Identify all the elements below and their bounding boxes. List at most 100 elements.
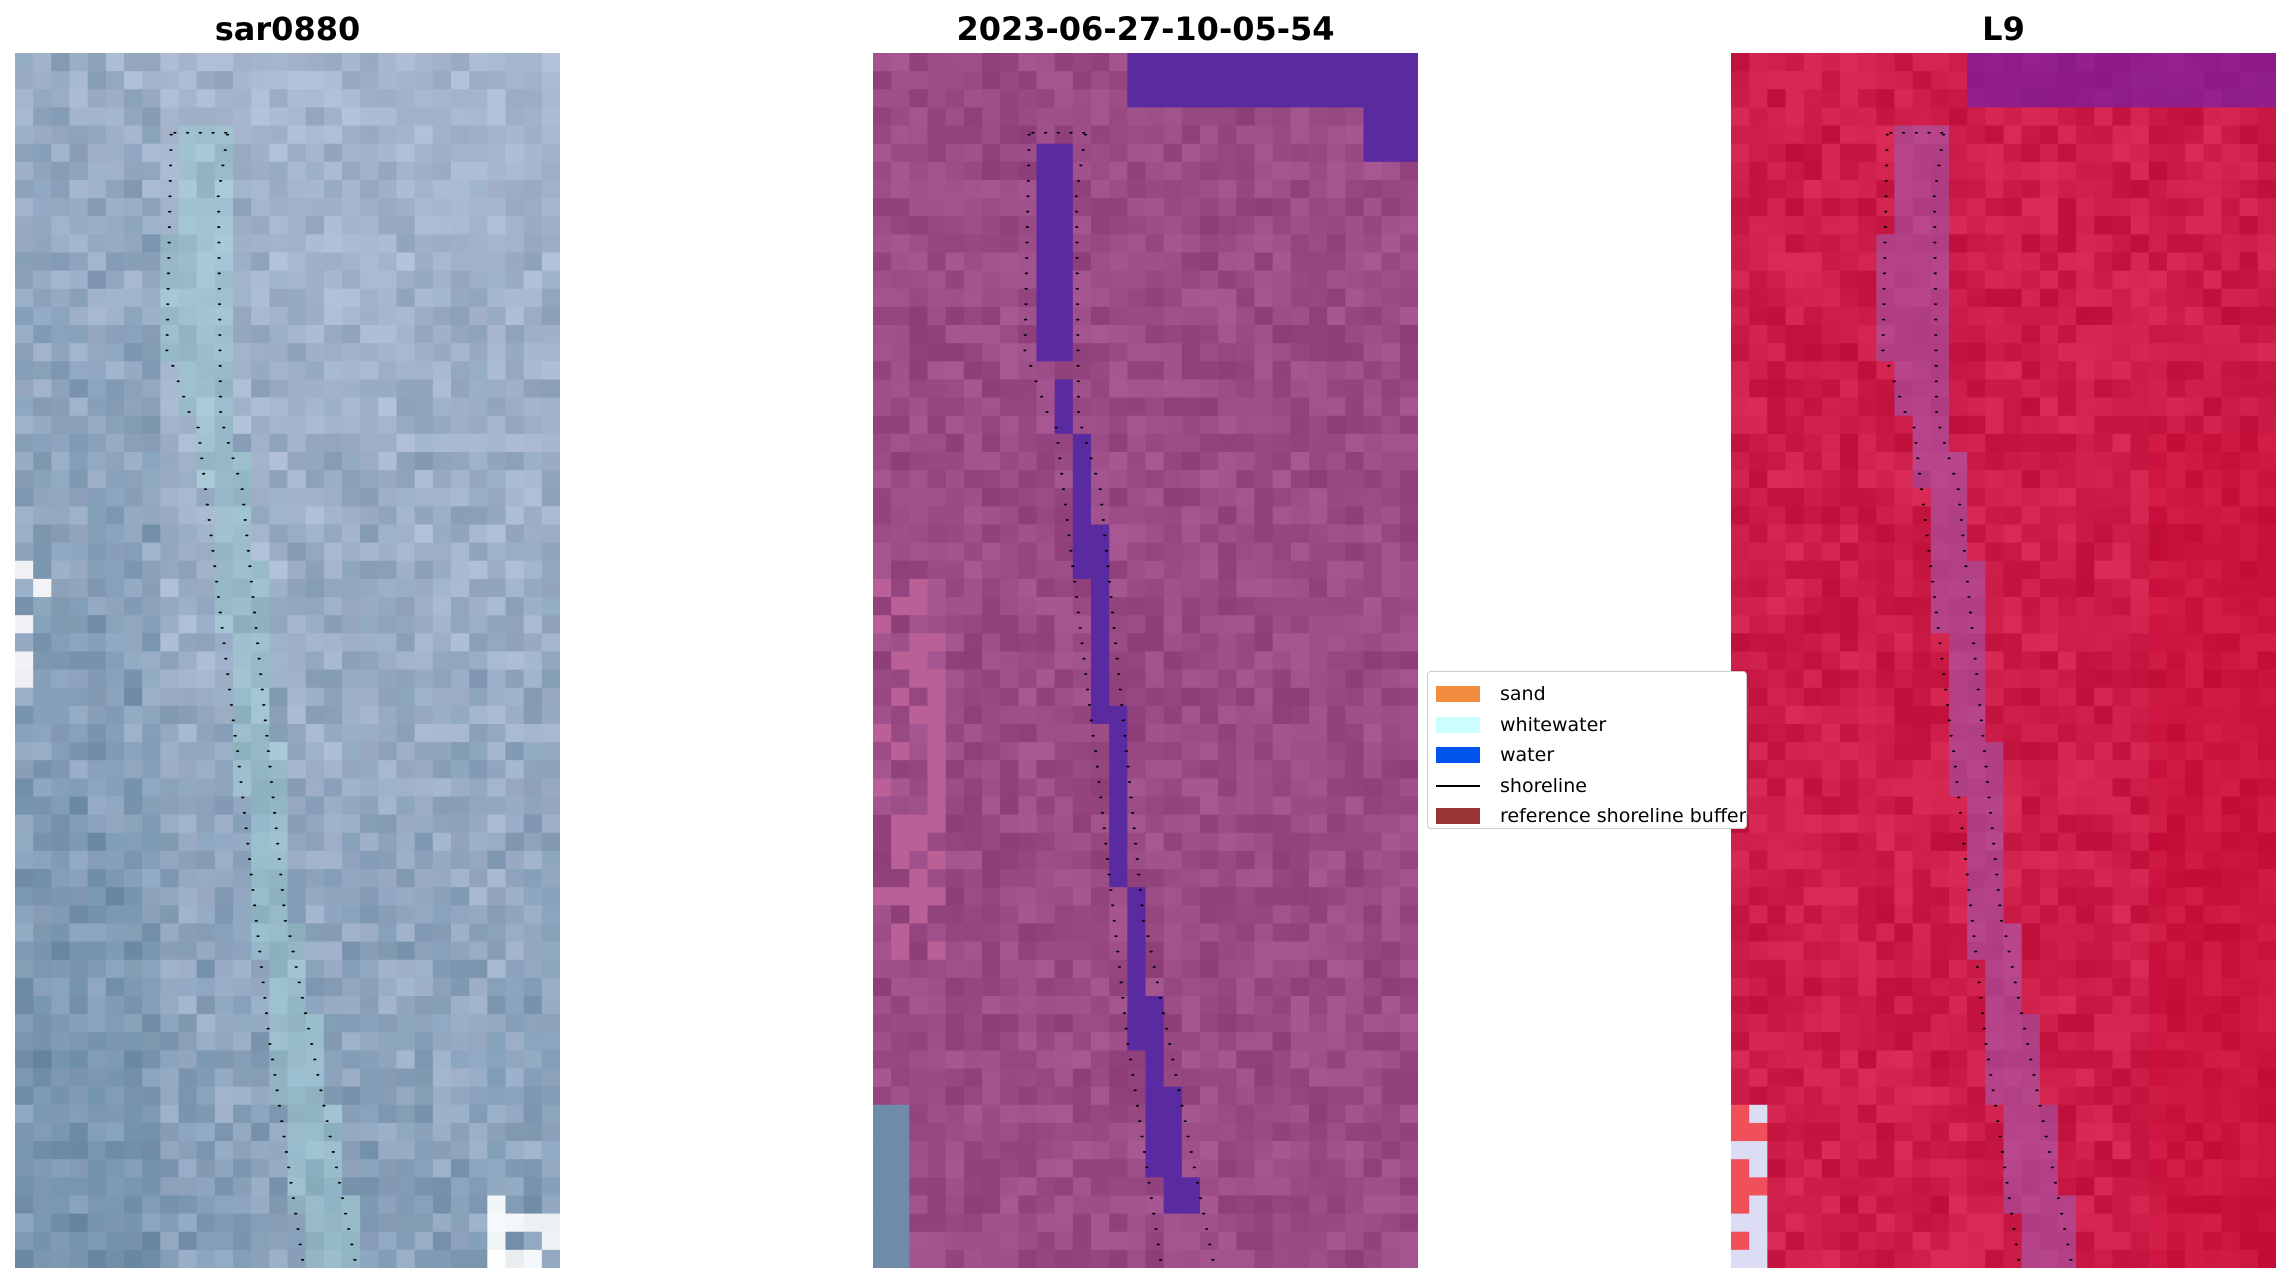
image-pixel <box>1127 361 1146 380</box>
image-pixel <box>1054 288 1074 308</box>
image-pixel <box>963 778 983 797</box>
image-pixel <box>251 869 270 888</box>
image-pixel <box>1109 288 1128 308</box>
image-pixel <box>1327 179 1346 199</box>
image-pixel <box>1254 1068 1274 1088</box>
image-pixel <box>1985 288 2004 308</box>
image-pixel <box>178 597 198 616</box>
image-pixel <box>1072 143 1092 163</box>
image-pixel <box>1000 705 1019 725</box>
image-pixel <box>33 397 52 417</box>
image-pixel <box>178 1032 198 1051</box>
image-pixel <box>69 379 89 398</box>
image-pixel <box>414 1159 434 1178</box>
image-pixel <box>124 143 143 163</box>
image-pixel <box>15 723 34 743</box>
image-pixel <box>2257 252 2276 271</box>
image-pixel <box>15 651 34 670</box>
image-pixel <box>1254 633 1274 652</box>
image-pixel <box>1840 578 1859 598</box>
image-pixel <box>2094 234 2113 253</box>
image-pixel <box>963 470 983 489</box>
image-pixel <box>1036 796 1056 816</box>
image-pixel <box>523 542 543 562</box>
image-pixel <box>323 451 343 471</box>
image-pixel <box>432 288 452 308</box>
image-pixel <box>523 850 543 870</box>
image-pixel <box>360 1086 379 1106</box>
image-pixel <box>214 524 234 543</box>
image-pixel <box>214 270 234 290</box>
image-pixel <box>2239 306 2259 326</box>
image-pixel <box>1731 270 1750 290</box>
image-pixel <box>1200 1231 1219 1251</box>
image-pixel <box>927 361 947 380</box>
image-pixel <box>342 397 361 417</box>
image-pixel <box>432 361 452 380</box>
image-pixel <box>1127 578 1146 598</box>
image-pixel <box>469 288 488 308</box>
image-pixel <box>1785 270 1805 290</box>
image-pixel <box>2257 524 2276 543</box>
image-pixel <box>1036 560 1056 580</box>
image-pixel <box>1381 723 1401 743</box>
image-pixel <box>1821 216 1841 235</box>
image-pixel <box>1821 89 1841 108</box>
image-pixel <box>233 343 252 362</box>
image-pixel <box>269 905 288 924</box>
image-pixel <box>1363 270 1383 290</box>
image-pixel <box>287 959 307 979</box>
image-pixel <box>1345 869 1364 888</box>
image-pixel <box>1399 270 1418 290</box>
image-pixel <box>178 433 198 453</box>
image-pixel <box>1327 742 1346 761</box>
image-pixel <box>178 143 198 163</box>
image-pixel <box>963 71 983 90</box>
image-pixel <box>1200 887 1219 906</box>
image-pixel <box>1054 705 1074 725</box>
image-pixel <box>432 125 452 145</box>
image-pixel <box>1091 723 1110 743</box>
image-pixel <box>982 325 1001 344</box>
image-pixel <box>873 778 892 797</box>
image-pixel <box>1181 1014 1201 1033</box>
image-pixel <box>2239 542 2259 562</box>
image-pixel <box>909 905 928 924</box>
image-pixel <box>1399 560 1418 580</box>
image-pixel <box>1381 832 1401 852</box>
image-pixel <box>124 869 143 888</box>
image-pixel <box>287 651 307 670</box>
image-pixel <box>69 941 89 961</box>
image-pixel <box>1399 705 1418 725</box>
image-pixel <box>2257 325 2276 344</box>
image-pixel <box>2058 325 2077 344</box>
image-pixel <box>432 542 452 562</box>
image-pixel <box>1036 71 1056 90</box>
image-pixel <box>269 143 288 163</box>
image-pixel <box>451 488 470 507</box>
image-pixel <box>1967 451 1986 471</box>
image-pixel <box>15 977 34 997</box>
image-pixel <box>342 1231 361 1251</box>
image-pixel <box>1018 433 1037 453</box>
image-pixel <box>105 778 125 797</box>
image-pixel <box>1200 379 1219 398</box>
image-pixel <box>1163 216 1183 235</box>
image-pixel <box>323 905 343 924</box>
image-pixel <box>1254 542 1274 562</box>
image-pixel <box>1767 161 1786 181</box>
image-pixel <box>233 325 252 344</box>
image-pixel <box>1894 615 1914 634</box>
image-pixel <box>1731 633 1750 652</box>
image-pixel <box>178 306 198 326</box>
image-pixel <box>2203 379 2222 398</box>
image-pixel <box>323 705 343 725</box>
image-pixel <box>1840 597 1859 616</box>
image-pixel <box>1072 995 1092 1015</box>
image-pixel <box>2021 560 2041 580</box>
image-pixel <box>1327 995 1346 1015</box>
image-pixel <box>342 1249 361 1268</box>
image-pixel <box>69 1213 89 1233</box>
image-pixel <box>1399 1122 1418 1142</box>
image-pixel <box>1821 198 1841 217</box>
